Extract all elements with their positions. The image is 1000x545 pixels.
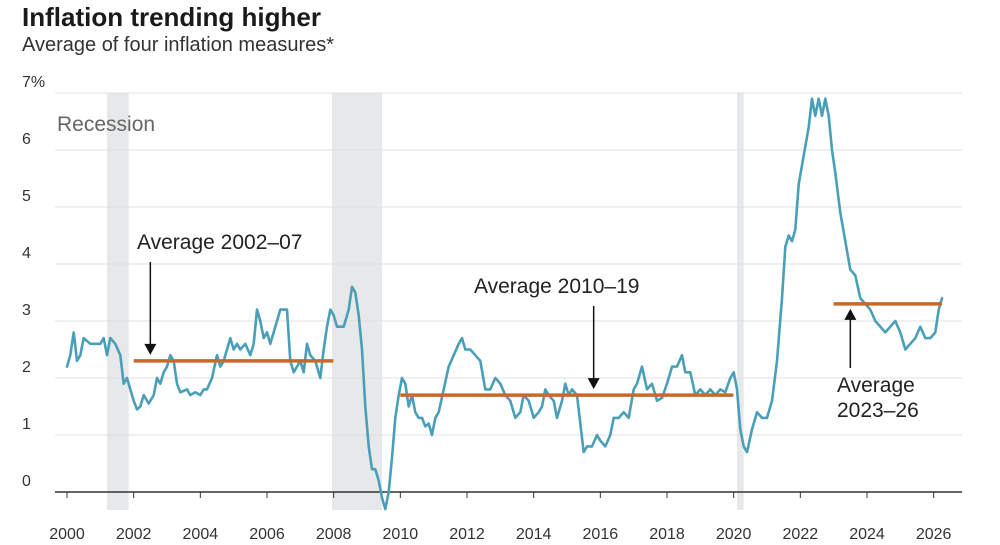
recession-band-3 (737, 93, 744, 510)
x-tick-label-2024: 2024 (849, 526, 885, 543)
x-tick-label-2010: 2010 (383, 526, 419, 543)
y-tick-label-1: 1 (22, 416, 31, 433)
annotation-average-2002-07: Average 2002–07 (137, 231, 302, 254)
x-tick-label-2006: 2006 (249, 526, 285, 543)
series-group (65, 97, 944, 511)
y-tick-label-7: 7% (22, 74, 45, 91)
y-tick-label-2: 2 (22, 359, 31, 376)
y-tick-label-0: 0 (22, 473, 31, 490)
x-axis-group: 2000 2002 2004 2006 2008 2010 2012 2014 2016 2018… (49, 491, 962, 543)
x-tick-label-2014: 2014 (516, 526, 552, 543)
x-tick-label-2020: 2020 (716, 526, 752, 543)
recession-shading-group (107, 93, 744, 510)
gridlines-group (55, 92, 962, 436)
y-tick-label-4: 4 (22, 245, 31, 262)
x-tick-label-2004: 2004 (183, 526, 219, 543)
y-tick-label-3: 3 (22, 302, 31, 319)
annotation-arrow-2002-07-head (144, 343, 157, 355)
x-tick-label-2016: 2016 (583, 526, 619, 543)
recession-band-1 (107, 93, 129, 510)
annotation-arrow-2023-26-head (844, 308, 857, 320)
annotations-group: Average 2002–07 Average 2010–19 Average202… (137, 231, 919, 422)
x-tick-label-2008: 2008 (316, 526, 352, 543)
annotation-arrow-2010-19-head (587, 378, 600, 390)
x-tick-label-2022: 2022 (783, 526, 819, 543)
y-tick-label-5: 5 (22, 188, 31, 205)
x-tick-label-2026: 2026 (916, 526, 952, 543)
chart-subtitle: Average of four inflation measures* (22, 34, 335, 56)
annotation-average-2010-19: Average 2010–19 (474, 275, 639, 298)
annotation-average-2023-26-line2: 2023–26 (837, 399, 919, 422)
x-tick-label-2000: 2000 (49, 526, 85, 543)
chart-title: Inflation trending higher (22, 2, 321, 32)
x-tick-label-2018: 2018 (649, 526, 685, 543)
recession-label: Recession (57, 113, 155, 136)
x-tick-label-2012: 2012 (449, 526, 485, 543)
y-tick-label-6: 6 (22, 131, 31, 148)
inflation-series-line (65, 97, 944, 511)
x-tick-label-2002: 2002 (116, 526, 152, 543)
average-lines-group (133, 302, 942, 397)
y-tick-labels-group: 0 1 2 3 4 5 6 7% (22, 74, 45, 490)
annotation-average-2023-26-line1: Average (837, 374, 915, 397)
